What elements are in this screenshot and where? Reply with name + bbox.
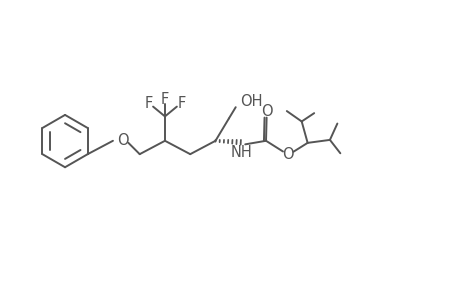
- Text: O: O: [282, 147, 293, 162]
- Text: F: F: [177, 95, 185, 110]
- Text: O: O: [260, 103, 272, 118]
- Text: F: F: [161, 92, 169, 107]
- Text: OH: OH: [239, 94, 262, 109]
- Text: F: F: [144, 95, 152, 110]
- Text: O: O: [118, 133, 129, 148]
- Text: NH: NH: [230, 145, 252, 160]
